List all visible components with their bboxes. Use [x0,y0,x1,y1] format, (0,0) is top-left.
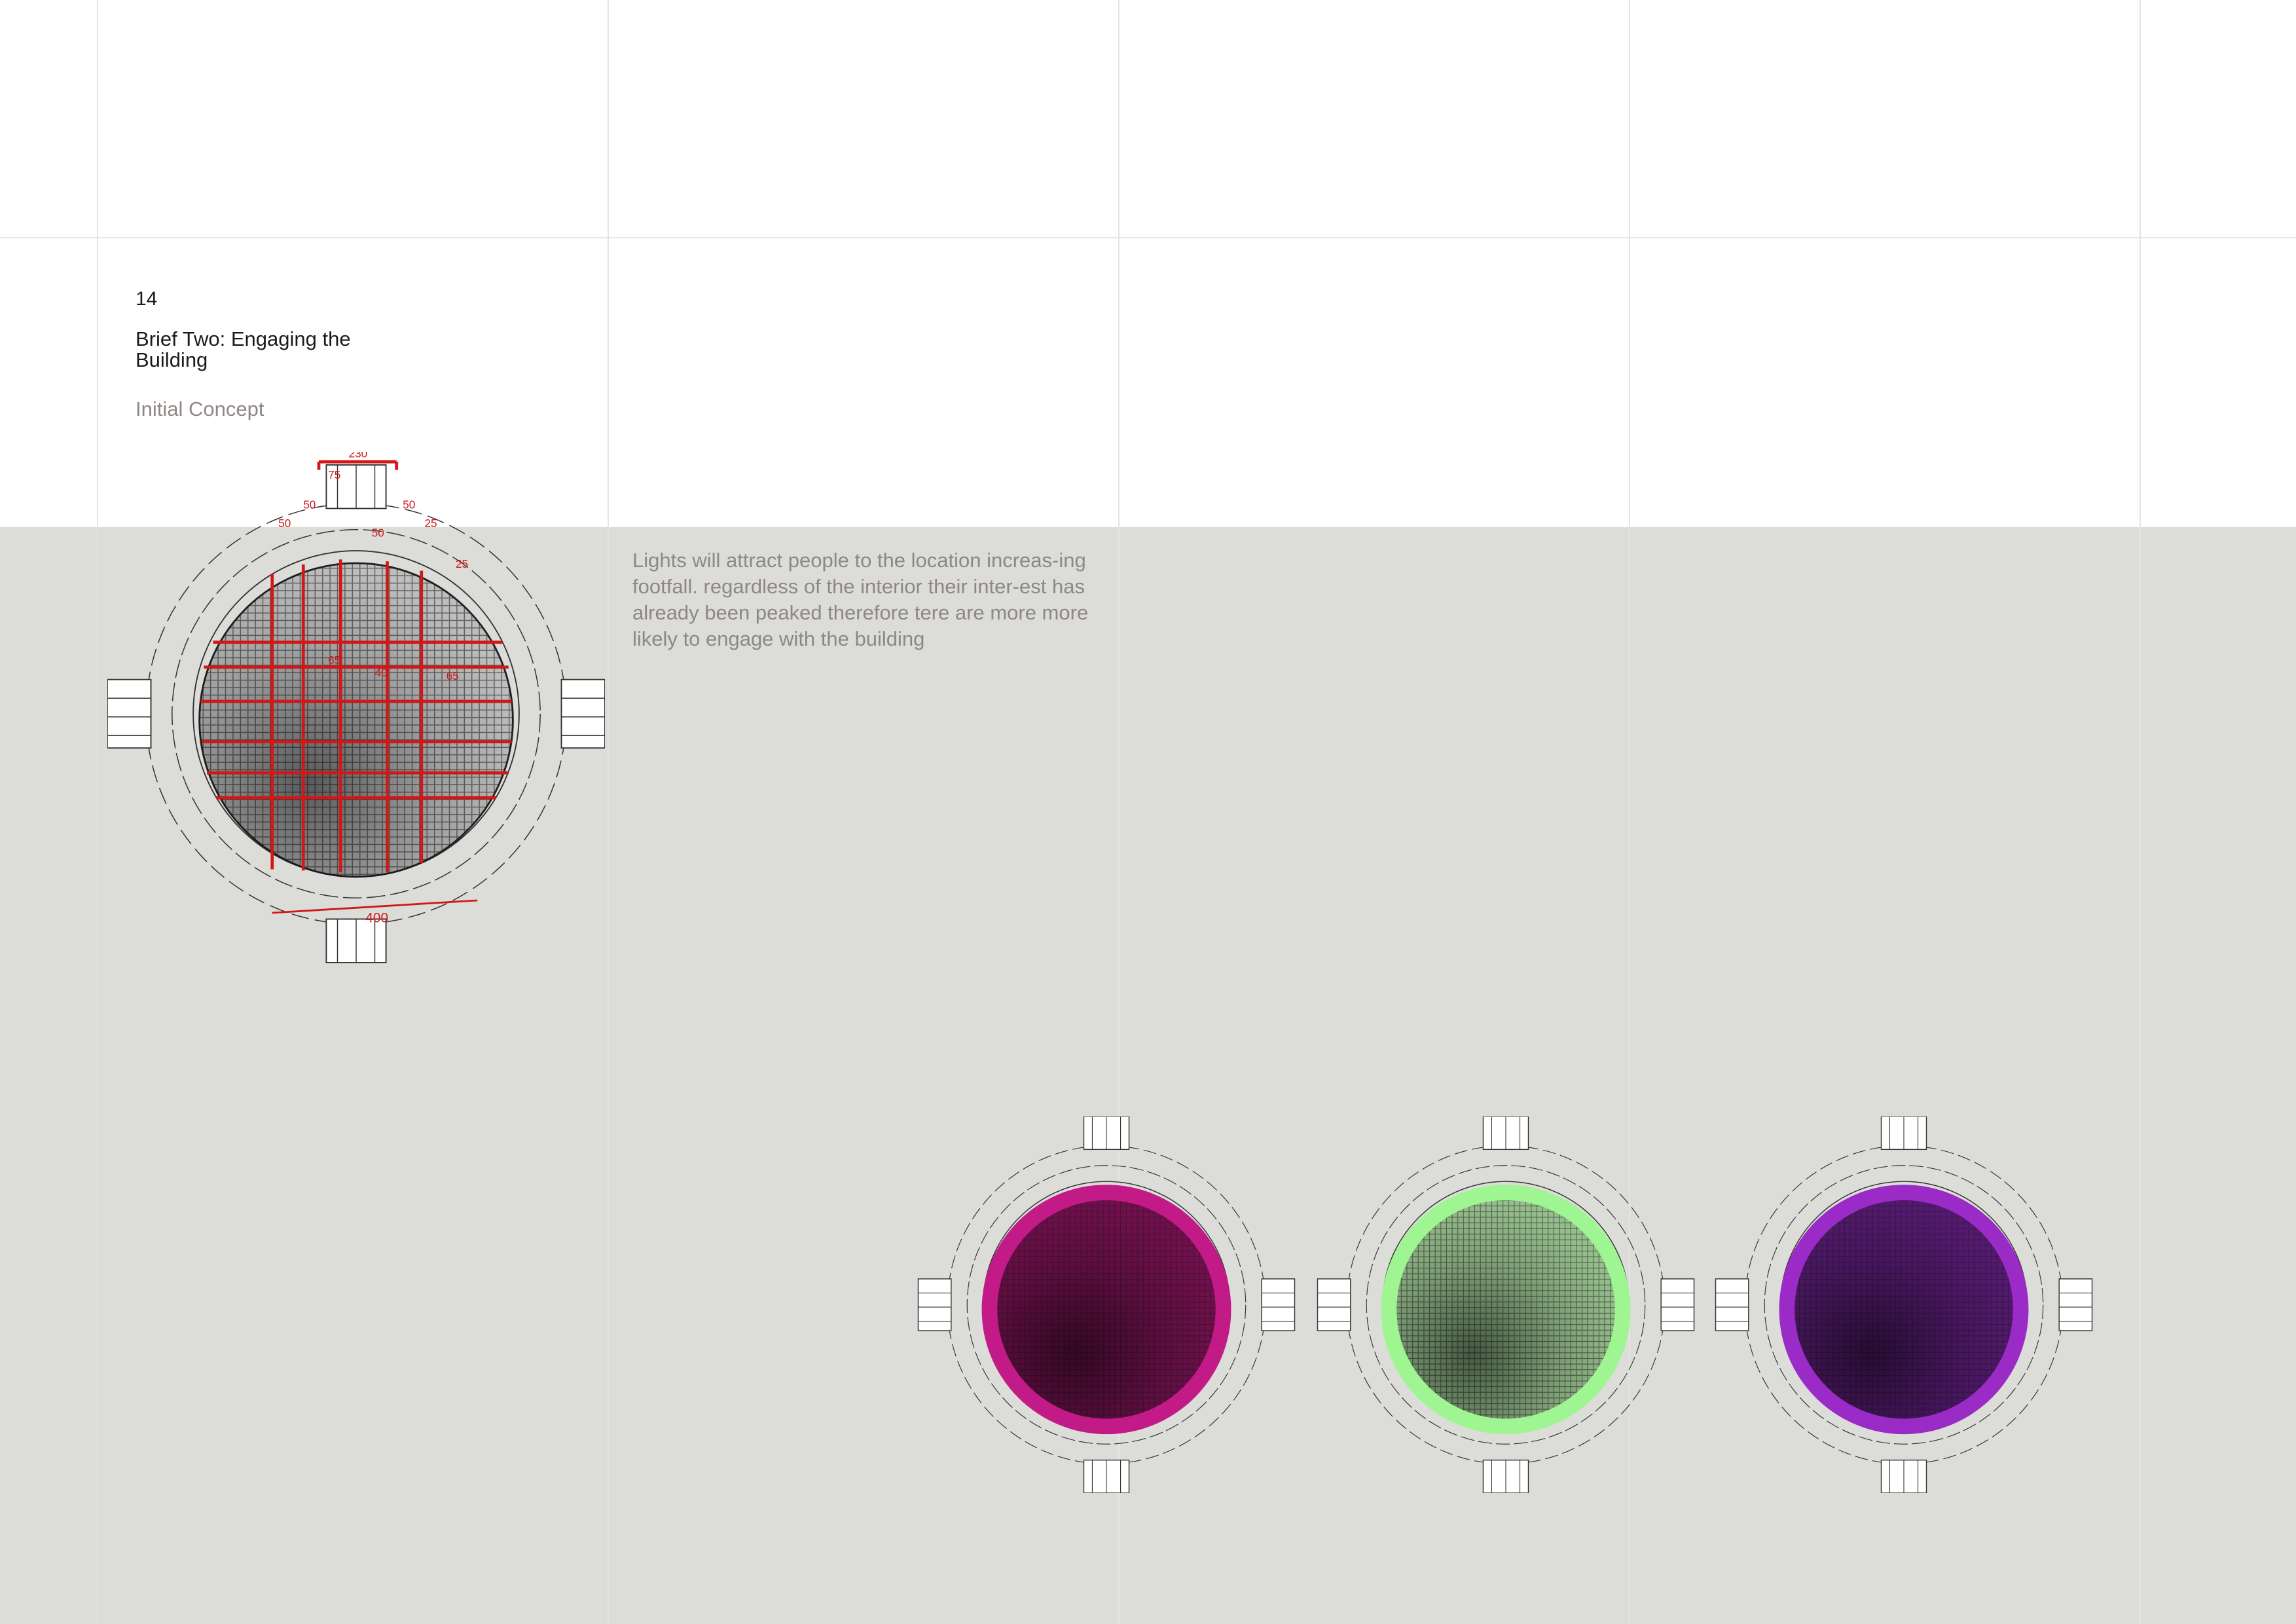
red-dimension-overlay [200,460,512,914]
dimension-label: 50 [278,517,291,530]
dimension-label: 50 [372,526,384,539]
grid-line [608,0,609,1624]
purple-lighting-plan [1715,1116,2093,1493]
dimension-label: 75 [328,469,340,481]
dimension-label: 65 [328,654,340,667]
dimension-label: 400 [365,910,388,925]
grid-line [2140,0,2141,1624]
grid-line [97,0,98,1624]
dimension-label: 50 [303,499,316,511]
green-lighting-plan [1317,1116,1695,1493]
page-number: 14 [136,288,158,310]
grid-line [1629,0,1630,1624]
dimension-label: 25 [425,517,437,530]
dimension-label: 40 [375,667,388,679]
grid-line [1118,0,1120,1624]
annotated-floor-plan: 230 75 50 50 50 50 25 25 65 40 65 400 [107,452,605,963]
section-title: Initial Concept [136,397,264,420]
dimension-label: 25 [456,558,468,570]
dimension-label: 50 [403,499,415,511]
page-title: Brief Two: Engaging the Building [136,327,351,371]
horizontal-grid-line [0,237,2296,238]
dimension-label: 230 [349,452,368,460]
magenta-lighting-plan [917,1116,1296,1493]
dimension-label: 65 [446,670,459,682]
concept-description: Lights will attract people to the locati… [632,549,1089,650]
